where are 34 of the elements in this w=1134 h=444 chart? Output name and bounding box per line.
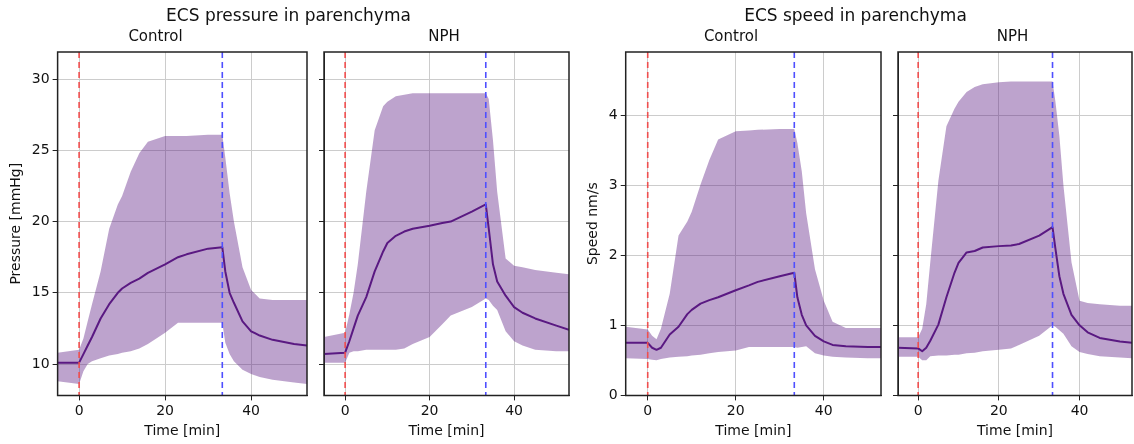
x-tick-label: 40 xyxy=(505,402,523,419)
x-axis-title: Time [min] xyxy=(975,422,1054,439)
chart-subtitle: NPH xyxy=(428,26,460,45)
x-tick-label: 20 xyxy=(989,402,1008,419)
y-tick-label: 10 xyxy=(31,354,50,371)
y-tick-label: 15 xyxy=(31,283,50,300)
y-tick-label: 3 xyxy=(608,175,618,192)
x-tick-label: 20 xyxy=(156,402,175,419)
x-tick-label: 0 xyxy=(643,402,653,419)
y-tick-label: 1 xyxy=(608,315,618,332)
y-tick-label: 0 xyxy=(608,386,618,403)
x-tick-label: 40 xyxy=(242,402,261,419)
y-axis-title: Pressure [mmHg] xyxy=(7,162,24,285)
x-tick-label: 40 xyxy=(1070,402,1089,419)
x-tick-label: 0 xyxy=(74,402,84,419)
chart-title: ECS speed in parenchyma xyxy=(743,4,968,27)
x-axis-title: Time [min] xyxy=(143,422,221,439)
y-tick-label: 25 xyxy=(31,140,50,157)
x-axis-title: Time [min] xyxy=(407,422,485,439)
y-tick-label: 2 xyxy=(608,245,618,262)
chart-subtitle: NPH xyxy=(996,26,1029,45)
x-tick-label: 0 xyxy=(913,402,923,419)
y-tick-label: 4 xyxy=(608,105,618,122)
y-tick-label: 20 xyxy=(31,212,50,229)
y-tick-label: 30 xyxy=(31,69,50,86)
x-tick-label: 20 xyxy=(420,402,439,419)
x-tick-label: 40 xyxy=(814,402,833,419)
x-tick-label: 0 xyxy=(340,402,350,419)
x-axis-title: Time [min] xyxy=(714,422,792,439)
x-tick-label: 20 xyxy=(726,402,745,419)
chart-subtitle: Control xyxy=(703,26,759,45)
chart-subtitle: Control xyxy=(128,26,183,45)
chart-title: ECS pressure in parenchyma xyxy=(165,4,412,27)
y-axis-title: Speed nm/s xyxy=(584,182,601,266)
